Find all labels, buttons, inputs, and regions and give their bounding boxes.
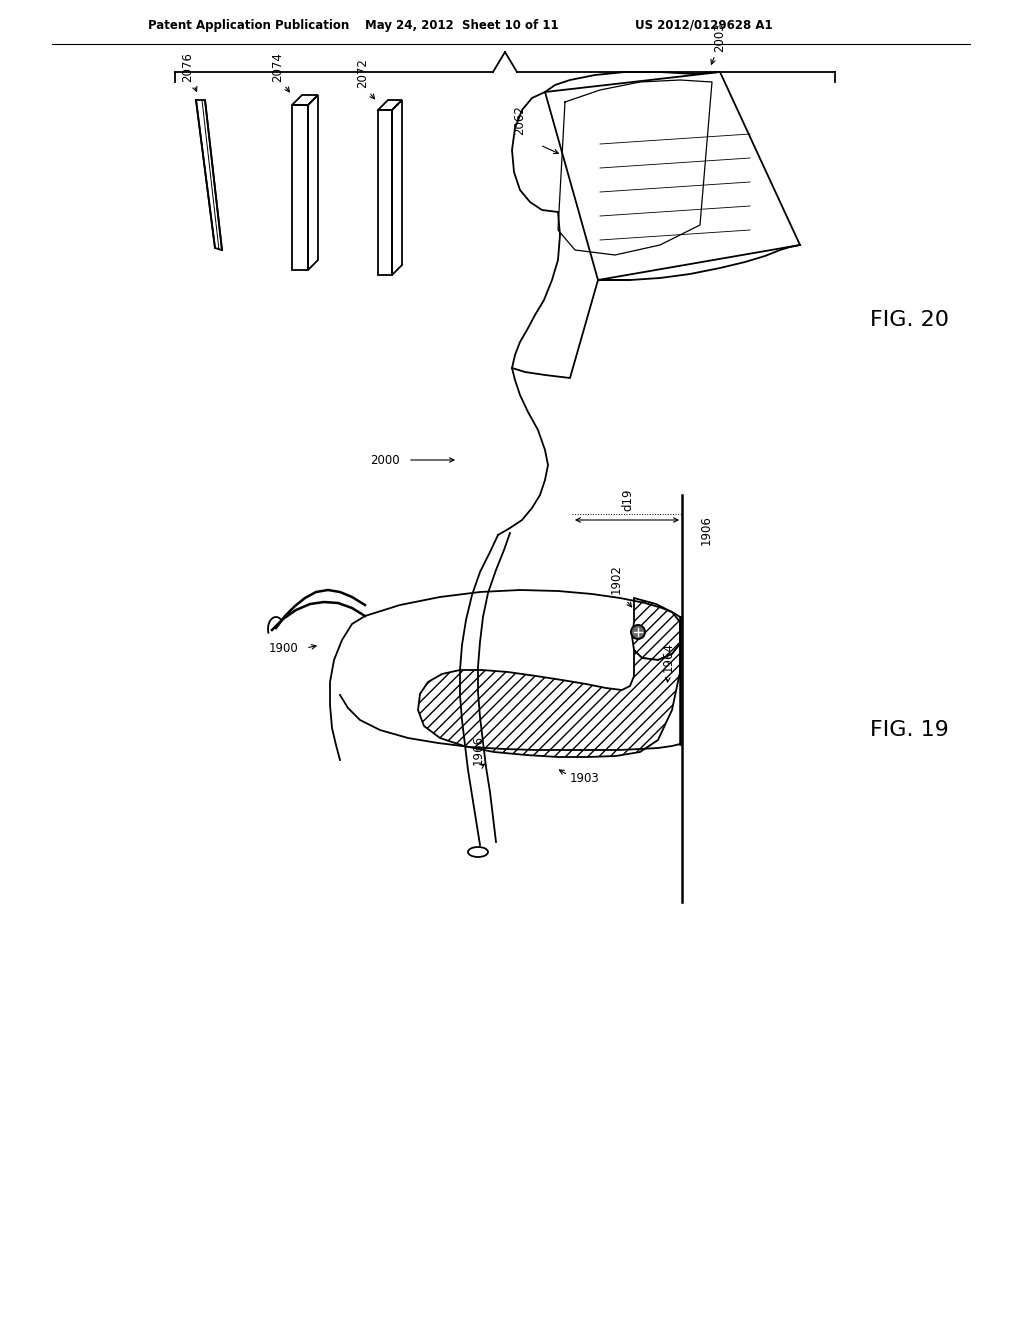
Text: FIG. 20: FIG. 20 (870, 310, 949, 330)
Text: 2076: 2076 (181, 51, 195, 82)
Polygon shape (632, 598, 680, 660)
Text: 2000: 2000 (371, 454, 400, 466)
Text: 1902: 1902 (609, 564, 623, 594)
Text: 2074: 2074 (271, 51, 285, 82)
Text: US 2012/0129628 A1: US 2012/0129628 A1 (635, 18, 773, 32)
Text: Patent Application Publication: Patent Application Publication (148, 18, 349, 32)
Polygon shape (418, 644, 680, 756)
Text: FIG. 19: FIG. 19 (870, 719, 949, 741)
Text: 2062: 2062 (513, 106, 526, 135)
Text: 2003: 2003 (714, 22, 726, 51)
Text: 1966: 1966 (471, 735, 484, 766)
Text: May 24, 2012  Sheet 10 of 11: May 24, 2012 Sheet 10 of 11 (365, 18, 559, 32)
Text: 1964: 1964 (662, 642, 675, 672)
Text: d19: d19 (622, 488, 635, 511)
Circle shape (631, 624, 645, 639)
Text: 1900: 1900 (268, 642, 298, 655)
Text: 2072: 2072 (356, 58, 370, 88)
Text: 1906: 1906 (700, 515, 713, 545)
Text: 1903: 1903 (570, 771, 600, 784)
